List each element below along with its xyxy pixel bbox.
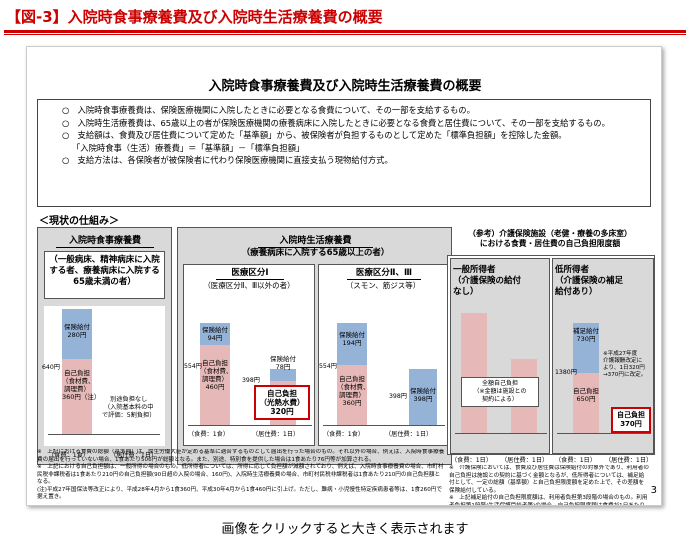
ref-general-note-box: 全額自己負担 （※金額は施設との 契約による） [461, 377, 539, 407]
class23-meal-benefit-label: 保険給付 194円 [339, 331, 365, 347]
ref-low-axis [557, 433, 651, 434]
enlarge-caption: 画像をクリックすると大きく表示されます [221, 522, 469, 537]
ref-cap-2: （居住費：1日） [501, 457, 549, 464]
class1-meal-benefit-bar: 保険給付 94円 [200, 323, 230, 345]
meal-panel: 入院時食事療養費 （一般病床、精神病床に入院する者、療養病床に入院する65歳未満… [37, 227, 172, 465]
ref-title: （参考）介護保険施設（老健・療養の多床室） における食費・居住費の自己負担限度額 [468, 229, 632, 248]
ref-low-red-box: 自己負担 370円 [611, 407, 651, 433]
class23-lodging-benefit-bar: 保険給付 398円 [409, 369, 437, 425]
ref-low-benefit-label: 補足給付 730円 [573, 327, 599, 343]
meal-benefit-bar: 保険給付 280円 [62, 309, 92, 359]
life-subtitle: （療養病床に入院する65歳以上の者） [241, 248, 390, 258]
class1-lodging-total: 398円 [242, 377, 260, 384]
class1-cap-food: （食費：1食） [188, 431, 230, 438]
ref-cap-3: （食費：1日） [555, 457, 597, 464]
slide-title: 入院時食事療養費及び入院時生活療養費の概要 [208, 79, 482, 94]
class1-lodging-benefit-label: 保険給付 78円 [270, 355, 296, 371]
current-system-label: ＜現状の仕組み＞ [39, 216, 119, 227]
life-class1-panel: 医療区分Ⅰ （医療区分Ⅱ、Ⅲ以外の者） 保険給付 94円 自己負担 （食材費、 … [183, 264, 315, 446]
ref-low-title: 低所得者 （介護保険の補足 給付あり） [555, 265, 624, 297]
page-number: 3 [650, 485, 657, 496]
class23-lodging-benefit-label: 保険給付 398円 [410, 387, 436, 403]
life-class23-panel: 医療区分Ⅱ、Ⅲ （スモン、筋ジス等） 保険給付 194円 自己負担 （食材費、 … [318, 264, 448, 446]
class23-axis [323, 425, 445, 426]
bullet-life: ○ 入院時生活療養費は、65歳以上の者が保険医療機関の療養病床に入院したときに必… [62, 117, 610, 128]
class23-meal-total: 554円 [319, 363, 337, 370]
notes-left: ※ 上記における食費の総額（基準額）は、厚生労働大臣が定める基準に適合するものと… [37, 449, 445, 500]
life-title: 入院時生活療養費 [258, 236, 373, 248]
ref-general-axis [455, 433, 547, 434]
summary-bullet-box: ○ 入院時食事療養費は、保険医療機関に入院したときに必要となる食費について、その… [37, 99, 651, 207]
class1-title: 医療区分Ⅰ [216, 268, 284, 280]
header-divider [4, 30, 686, 33]
class23-subtitle: （スモン、筋ジス等） [345, 281, 421, 290]
meal-lodging-note: 別途負担なし （入院基本料の中 で評価：5割負担） [102, 396, 156, 419]
ref-general-panel: 一般所得者 （介護保険の給付 なし） 全額自己負担 （※金額は施設との 契約によ… [450, 258, 550, 454]
class23-title: 医療区分Ⅱ、Ⅲ [347, 268, 421, 280]
bullet-amount: ○ 支給額は、食費及び居住費について定めた「基準額」から、被保険者が負担するもの… [62, 130, 567, 140]
ref-cap-1: （食費：1日） [451, 457, 493, 464]
class23-meal-self-bar: 自己負担 （食材費、 調理費） 360円 [337, 365, 370, 425]
meal-self-label: 自己負担 （食材費、 調理費） 360円（注） [62, 369, 101, 401]
ref-low-self-label: 自己負担 650円 [573, 387, 599, 403]
class1-meal-total: 554円 [184, 363, 202, 370]
class1-axis [188, 425, 312, 426]
class23-meal-self-label: 自己負担 （食材費、 調理費） 360円 [337, 375, 370, 407]
meal-benefit-label: 保険給付 280円 [64, 323, 90, 339]
meal-cap-food: （食費：1食） [48, 452, 90, 459]
bullet-meal: ○ 入院時食事療養費は、保険医療機関に入院したときに必要となる食費について、その… [62, 105, 475, 115]
class1-meal-benefit-label: 保険給付 94円 [202, 326, 228, 342]
class1-cap-lodging: （居住費：1日） [252, 431, 300, 438]
overview-slide-image[interactable]: 入院時食事療養費及び入院時生活療養費の概要 ○ 入院時食事療養費は、保険医療機関… [26, 46, 662, 506]
ref-low-panel: 低所得者 （介護保険の補足 給付あり） 補足給付 730円 自己負担 650円 … [552, 258, 654, 454]
ref-low-self-bar: 自己負担 650円 [573, 373, 599, 433]
ref-general-food-bar [461, 313, 487, 433]
bullet-method: ○ 支給方法は、各保険者が被保険者に代わり保険医療機関に直接支払う現物給付方式。 [62, 155, 393, 165]
class1-meal-self-bar: 自己負担 （食材費、 調理費） 460円 [200, 345, 233, 425]
ref-low-revision-note: ※平成27年度 介護報酬改定に より、1日320円 →370円に改定。 [603, 351, 647, 378]
class23-cap-lodging: （居住費：1日） [385, 431, 433, 438]
bullet-formula: 「入院時食事（生活）療養費」＝「基準額」－「標準負担額」 [72, 142, 305, 153]
class23-lodging-total: 398円 [389, 393, 407, 400]
meal-total: 640円 [42, 364, 60, 371]
class1-subtitle: （医療区分Ⅱ、Ⅲ以外の者） [203, 281, 295, 290]
notes-right: ※ 介護保険においては、食費及び居住費は保険給付の対象外であり、利用者の自己負担… [449, 465, 649, 505]
meal-title: 入院時食事療養費 [56, 236, 154, 248]
class1-lodging-self-label: 自己負担 （光熱水費） 320円 [254, 385, 310, 420]
class23-cap-food: （食費：1食） [323, 431, 365, 438]
meal-chart: 保険給付 280円 自己負担 （食材費、 調理費） 360円（注） 640円 別… [42, 306, 165, 446]
class1-lodging-benefit-bar: 保険給付 78円 [270, 355, 296, 381]
page-header-title: 【図-3】入院時食事療養費及び入院時生活療養費の概要 [6, 8, 383, 26]
ref-general-title: 一般所得者 （介護保険の給付 なし） [453, 265, 522, 297]
meal-self-bar: 自己負担 （食材費、 調理費） 360円（注） [62, 359, 101, 434]
ref-low-total: 1380円 [555, 369, 577, 376]
class1-meal-self-label: 自己負担 （食材費、 調理費） 460円 [200, 359, 233, 391]
meal-cap-lodging: （居住費：1日） [110, 452, 158, 459]
meal-subtitle: （一般病床、精神病床に入院する者、療養病床に入院する65歳未満の者） [44, 251, 165, 299]
class23-meal-benefit-bar: 保険給付 194円 [337, 323, 367, 365]
ref-panel: 一般所得者 （介護保険の給付 なし） 全額自己負担 （※金額は施設との 契約によ… [447, 255, 655, 455]
life-panel: 入院時生活療養費 （療養病床に入院する65歳以上の者） 医療区分Ⅰ （医療区分Ⅱ… [177, 227, 452, 465]
header-divider-thin [4, 34, 686, 35]
ref-cap-4: （居住費：1日） [605, 457, 653, 464]
meal-axis [48, 434, 160, 435]
ref-low-benefit-bar: 補足給付 730円 [573, 323, 599, 373]
